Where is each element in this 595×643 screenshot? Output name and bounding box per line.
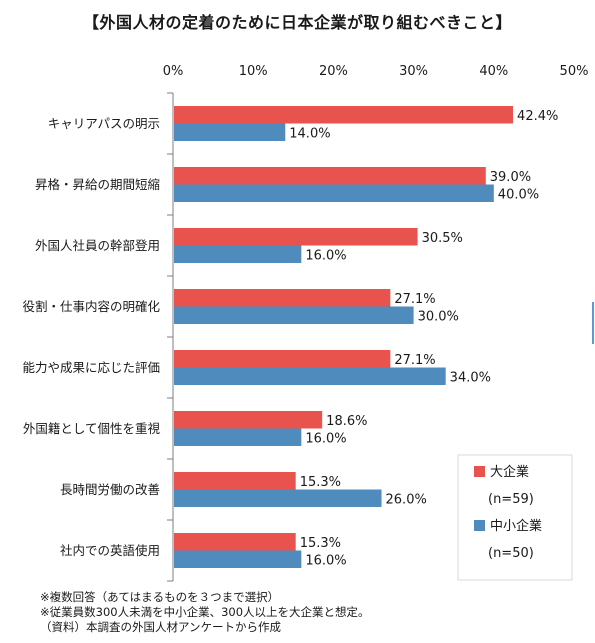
- x-tick-label: 10%: [239, 64, 268, 79]
- chart-title: 【外国人材の定着のために日本企業が取り組むべきこと】: [82, 13, 512, 32]
- legend-series-name: 大企業: [490, 464, 529, 480]
- bar-large-company: [174, 533, 296, 551]
- data-label: 34.0%: [450, 370, 491, 385]
- legend-series-name: 中小企業: [490, 518, 542, 534]
- bar-sme: [174, 550, 302, 568]
- bar-large-company: [174, 411, 323, 429]
- x-tick-label: 20%: [319, 64, 348, 79]
- bar-large-company: [174, 228, 418, 246]
- legend-swatch: [474, 466, 485, 477]
- data-label: 27.1%: [394, 292, 435, 307]
- data-label: 30.5%: [422, 231, 463, 246]
- category-label: 役割・仕事内容の明確化: [22, 299, 160, 314]
- footnote-company-size: ※従業員数300人未満を中小企業、300人以上を大企業と想定。: [40, 605, 370, 619]
- legend-swatch: [474, 520, 485, 531]
- bar-large-company: [174, 106, 514, 124]
- category-label: 能力や成果に応じた評価: [22, 360, 160, 375]
- data-label: 39.0%: [490, 170, 531, 185]
- bar-sme: [174, 123, 286, 141]
- category-label: 外国人社員の幹部登用: [35, 238, 160, 253]
- data-label: 15.3%: [300, 536, 341, 551]
- bar-large-company: [174, 472, 296, 490]
- data-label: 27.1%: [394, 353, 435, 368]
- bar-sme: [174, 428, 302, 446]
- bar-large-company: [174, 350, 391, 368]
- data-label: 14.0%: [289, 126, 330, 141]
- category-label: 昇格・昇給の期間短縮: [35, 177, 160, 192]
- footnote-multiple-answer: ※複数回答（あてはまるものを３つまで選択）: [40, 590, 280, 604]
- bar-sme: [174, 367, 446, 385]
- footnotes: ※複数回答（あてはまるものを３つまで選択） ※従業員数300人未満を中小企業、3…: [40, 590, 370, 635]
- data-label: 16.0%: [305, 431, 346, 446]
- data-label: 30.0%: [418, 309, 459, 324]
- x-tick-label: 0%: [163, 64, 184, 79]
- bar-large-company: [174, 167, 486, 185]
- category-label: キャリアパスの明示: [48, 116, 160, 131]
- data-label: 26.0%: [386, 492, 427, 507]
- bar-sme: [174, 306, 414, 324]
- bar-chart: 0% 10% 20% 30% 40% 50% キャリアパスの明示 42.4% 14.0% 昇格・昇…: [22, 64, 589, 582]
- data-label: 16.0%: [305, 248, 346, 263]
- data-label: 42.4%: [517, 109, 558, 124]
- data-label: 15.3%: [300, 475, 341, 490]
- category-label: 長時間労働の改善: [60, 482, 160, 497]
- footnote-source: （資料）本調査の外国人材アンケートから作成: [40, 620, 282, 634]
- category-label: 社内での英語使用: [60, 543, 160, 558]
- x-tick-label: 40%: [479, 64, 508, 79]
- legend-n-label: (n=50): [488, 546, 534, 561]
- bar-sme: [174, 184, 494, 202]
- bar-sme: [174, 245, 302, 263]
- x-tick-label: 50%: [560, 64, 589, 79]
- legend-n-label: (n=59): [488, 492, 534, 507]
- data-label: 40.0%: [498, 187, 539, 202]
- edge-marker: [592, 302, 594, 344]
- data-label: 16.0%: [305, 553, 346, 568]
- x-tick-label: 30%: [399, 64, 428, 79]
- bar-large-company: [174, 289, 391, 307]
- bar-sme: [174, 489, 382, 507]
- category-label: 外国籍として個性を重視: [23, 421, 161, 436]
- data-label: 18.6%: [326, 414, 367, 429]
